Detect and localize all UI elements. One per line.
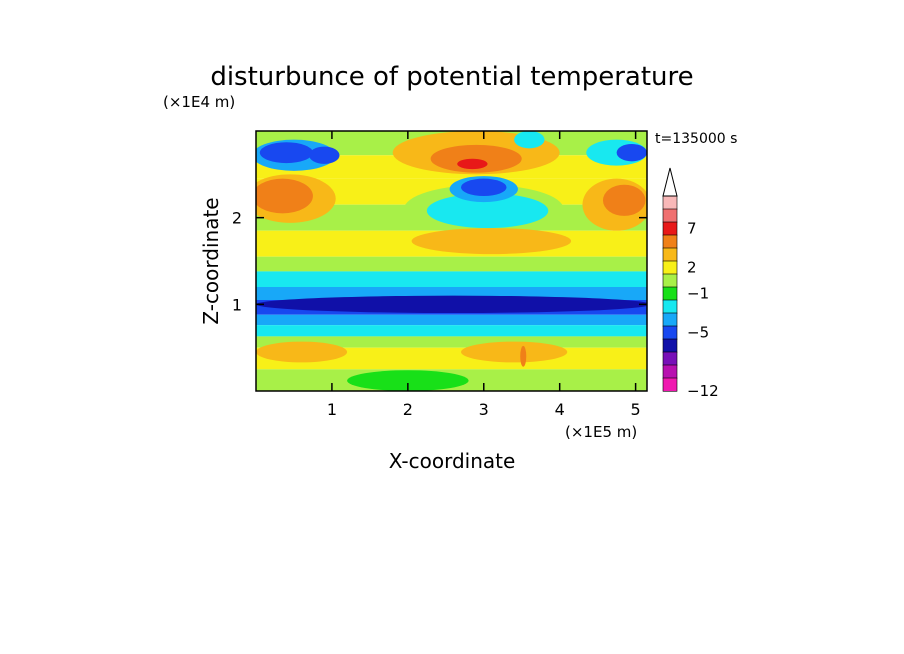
colorbar-swatch	[662, 338, 678, 353]
colorbar-swatch	[662, 260, 678, 275]
colorbar-swatch	[662, 221, 678, 236]
y-tick-label: 2	[232, 209, 242, 228]
time-label: t=135000 s	[655, 131, 737, 147]
x-tick-label: 1	[327, 400, 337, 419]
colorbar-label: 2	[687, 259, 697, 277]
contour-region	[426, 193, 549, 229]
contour-band	[256, 256, 647, 272]
colorbar-swatch	[662, 364, 678, 379]
colorbar-label: 7	[687, 220, 697, 238]
contour-band	[256, 325, 647, 337]
colorbar-swatch	[662, 299, 678, 314]
y-tick-label: 1	[232, 295, 242, 314]
contour-region	[256, 295, 647, 313]
colorbar-label: −5	[687, 324, 709, 342]
contour-region	[411, 228, 572, 255]
contour-band	[256, 287, 647, 300]
x-unit-label: (×1E5 m)	[565, 423, 637, 441]
contour-region	[259, 142, 313, 164]
x-tick-label: 2	[403, 400, 413, 419]
colorbar-swatch	[662, 195, 678, 210]
x-axis-label: X-coordinate	[389, 449, 516, 473]
colorbar-swatch	[662, 273, 678, 288]
colorbar-swatch	[662, 351, 678, 366]
y-axis: 12	[232, 209, 647, 314]
chart-title: disturbunce of potential temperature	[210, 62, 693, 92]
colorbar: 7 2 −1 −5 −12	[662, 167, 719, 400]
colorbar-label: −12	[687, 382, 719, 400]
colorbar-swatch	[662, 377, 678, 392]
contour-band	[256, 271, 647, 287]
colorbar-swatch	[662, 234, 678, 249]
contour-region	[256, 178, 313, 214]
x-tick-label: 4	[555, 400, 565, 419]
contour-region	[520, 345, 527, 367]
colorbar-swatch	[662, 325, 678, 340]
contour-region	[460, 341, 568, 363]
contour-region	[616, 144, 647, 162]
contour-region	[460, 178, 507, 196]
contour-region	[347, 370, 469, 391]
contour-region	[457, 158, 488, 170]
colorbar-swatch	[662, 286, 678, 301]
colorbar-label: −1	[687, 285, 709, 303]
colorbar-extend-arrow	[662, 167, 678, 197]
contour-region	[602, 184, 646, 216]
contour-region	[514, 131, 545, 149]
x-tick-label: 3	[479, 400, 489, 419]
colorbar-swatch	[662, 312, 678, 327]
contour-region	[256, 341, 348, 363]
x-axis: 1 2 3 4 5	[327, 131, 641, 419]
colorbar-swatch	[662, 208, 678, 223]
contour-region	[309, 146, 340, 164]
contour-band	[256, 314, 647, 326]
x-tick-label: 5	[631, 400, 641, 419]
y-axis-label: Z-coordinate	[199, 197, 223, 324]
y-unit-label: (×1E4 m)	[163, 93, 235, 111]
plot-frame	[255, 130, 648, 392]
contour-band	[256, 336, 647, 348]
contour-field	[256, 131, 647, 391]
colorbar-swatch	[662, 247, 678, 262]
contour-region	[430, 144, 522, 173]
